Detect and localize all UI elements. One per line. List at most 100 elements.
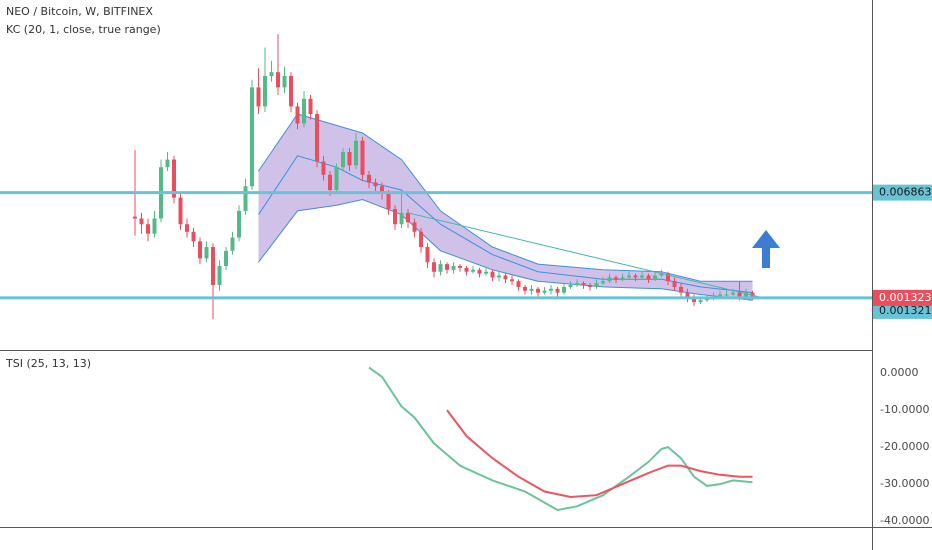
- candle-body: [399, 212, 404, 225]
- candle-body: [230, 237, 235, 251]
- candle-body: [308, 98, 313, 115]
- y-tick-label: -30.0000: [880, 477, 929, 490]
- candle-body: [347, 152, 352, 166]
- candle-body: [633, 275, 638, 278]
- marks: [0, 34, 872, 512]
- candle-body: [516, 281, 521, 287]
- candle-body: [458, 266, 463, 268]
- level-label: 0.001321: [879, 304, 932, 317]
- trend-line: [407, 212, 766, 299]
- candle-body: [373, 182, 378, 187]
- candle-body: [744, 292, 749, 297]
- candle-body: [438, 264, 443, 272]
- candle-body: [380, 186, 385, 194]
- candle-body: [607, 277, 612, 282]
- level-label-box: [873, 184, 932, 201]
- tsi-line: [446, 409, 753, 499]
- candle-body: [620, 277, 625, 280]
- candle-body: [536, 288, 541, 293]
- candle-body: [217, 266, 222, 286]
- candle-body: [659, 273, 664, 276]
- candle-body: [172, 159, 177, 198]
- candle-body: [211, 247, 216, 286]
- candle-body: [237, 210, 242, 238]
- candle-body: [302, 98, 307, 124]
- kc-band-fill: [258, 114, 753, 301]
- y-tick-label: -40.0000: [880, 514, 929, 527]
- candle-body: [653, 275, 658, 280]
- candle-body: [321, 161, 326, 175]
- candle-body: [243, 186, 248, 211]
- y-tick-label: 0.0000: [880, 366, 919, 379]
- candle-body: [685, 292, 690, 299]
- kc-lower-line: [258, 198, 753, 301]
- level-label-box: [873, 302, 932, 319]
- candle-body: [263, 76, 268, 107]
- candle-body: [666, 273, 671, 282]
- candle-body: [360, 140, 365, 175]
- last-price-label: 0.001323: [879, 291, 932, 304]
- candle-body: [224, 250, 229, 267]
- candle-body: [133, 216, 138, 219]
- candle-body: [698, 300, 703, 303]
- candle-body: [334, 167, 339, 191]
- candle-body: [393, 209, 398, 225]
- candle-body: [295, 106, 300, 124]
- candle-body: [165, 159, 170, 168]
- candle-body: [601, 281, 606, 284]
- candle-body: [692, 298, 697, 303]
- candle-body: [412, 222, 417, 232]
- candle-body: [614, 277, 619, 280]
- candle-body: [146, 224, 151, 234]
- candle-body: [542, 290, 547, 293]
- candle-body: [640, 275, 645, 278]
- candle-body: [718, 294, 723, 297]
- candle-body: [367, 174, 372, 183]
- candle-body: [185, 224, 190, 232]
- candle-body: [594, 283, 599, 287]
- chart-title: NEO / Bitcoin, W, BITFINEX: [6, 5, 153, 18]
- level-label: 0.006863: [879, 186, 932, 199]
- candle-body: [555, 288, 560, 293]
- candle-body: [386, 193, 391, 210]
- candle-body: [588, 285, 593, 287]
- candle-body: [523, 286, 528, 291]
- candle-body: [737, 292, 742, 297]
- candle-body: [269, 72, 274, 77]
- candle-body: [581, 283, 586, 286]
- candle-body: [451, 266, 456, 270]
- candle-body: [250, 87, 255, 187]
- candle-body: [419, 231, 424, 248]
- candle-body: [178, 197, 183, 225]
- tsi-line: [368, 366, 753, 512]
- candle-body: [445, 264, 450, 270]
- candle-body: [341, 152, 346, 168]
- candle-body: [510, 279, 515, 282]
- candle-body: [432, 262, 437, 272]
- candle-body: [562, 286, 567, 293]
- y-tick-label: -10.0000: [880, 403, 929, 416]
- candle-body: [464, 267, 469, 272]
- candle-body: [731, 292, 736, 295]
- candle-body: [484, 271, 489, 274]
- candle-body: [549, 288, 554, 291]
- candle-body: [315, 114, 320, 162]
- candle-body: [425, 247, 430, 263]
- candle-body: [490, 271, 495, 278]
- up-arrow: [752, 230, 780, 268]
- candle-body: [529, 288, 534, 291]
- candle-body: [204, 247, 209, 259]
- candle-body: [627, 275, 632, 278]
- candle-body: [139, 218, 144, 225]
- candle-body: [503, 275, 508, 280]
- candle-body: [477, 269, 482, 274]
- last-price-box: [873, 289, 932, 306]
- candle-body: [282, 76, 287, 88]
- candle-body: [276, 72, 281, 88]
- candle-body: [354, 140, 359, 166]
- candle-body: [328, 174, 333, 191]
- y-tick-label: -20.0000: [880, 440, 929, 453]
- candle-body: [289, 76, 294, 107]
